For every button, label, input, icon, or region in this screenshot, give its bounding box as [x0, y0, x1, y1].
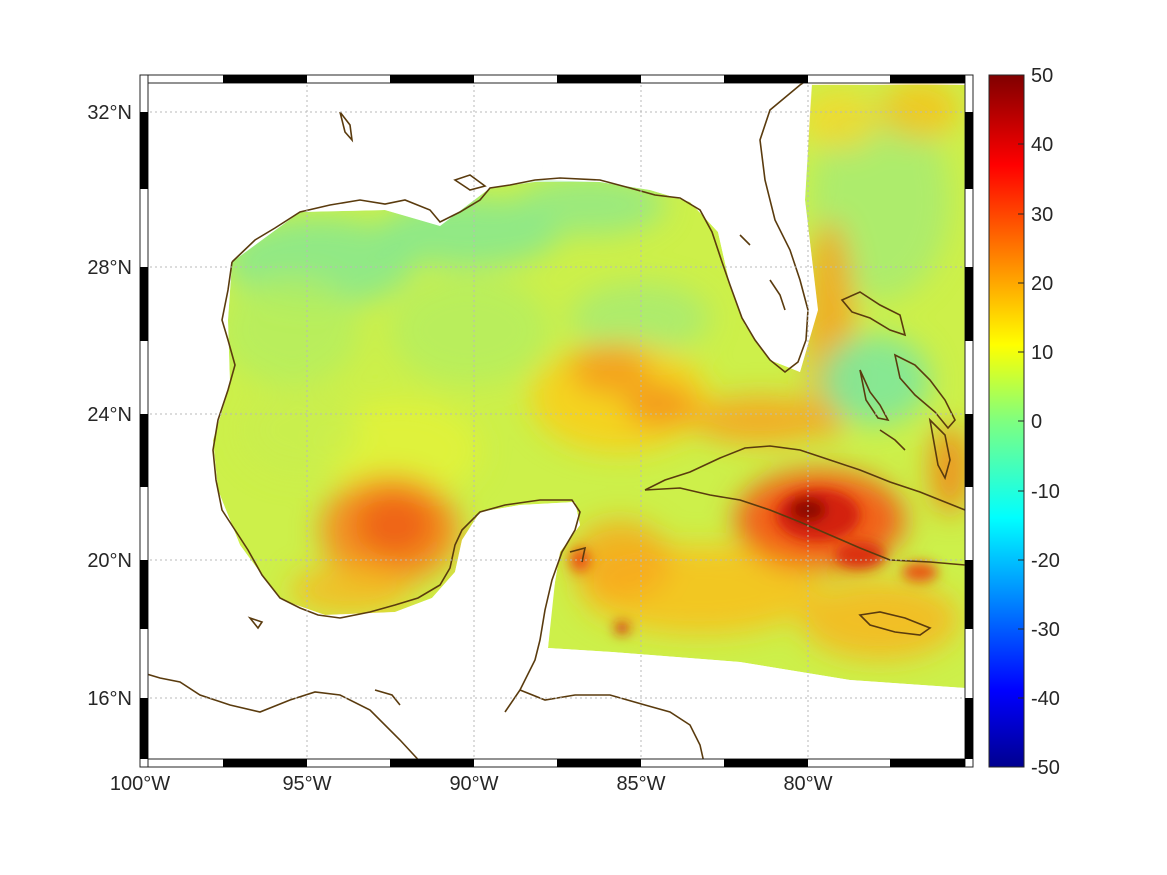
- lat-label: 16°N: [87, 688, 132, 710]
- graticule: [140, 75, 973, 767]
- colorbar-label: -30: [1031, 619, 1060, 641]
- lon-label: 95°W: [282, 773, 331, 795]
- colorbar-label: 40: [1031, 134, 1053, 156]
- colorbar-label: 50: [1031, 65, 1053, 87]
- map-area: 32°N 28°N 24°N 20°N 16°N 100°W 95°W 90°W…: [87, 74, 974, 795]
- lat-label: 24°N: [87, 404, 132, 426]
- lon-label: 100°W: [110, 773, 170, 795]
- map-frame: [139, 74, 974, 768]
- coastlines: [140, 75, 966, 767]
- colorbar-label: 20: [1031, 273, 1053, 295]
- mexico-land: [140, 470, 580, 767]
- colorbar-label: 0: [1031, 411, 1042, 433]
- colorbar-label: -50: [1031, 757, 1060, 779]
- lat-label: 32°N: [87, 102, 132, 124]
- south-blank: [540, 648, 973, 767]
- latitude-labels: 32°N 28°N 24°N 20°N 16°N: [87, 102, 132, 710]
- colorbar-label: -10: [1031, 481, 1060, 503]
- lon-label: 90°W: [449, 773, 498, 795]
- longitude-labels: 100°W 95°W 90°W 85°W 80°W: [110, 773, 833, 795]
- colorbar-label: -20: [1031, 550, 1060, 572]
- lat-label: 28°N: [87, 257, 132, 279]
- colorbar: 50 40 30 20 10 0 -10 -20 -30 -40 -50: [988, 65, 1060, 779]
- lon-label: 80°W: [783, 773, 832, 795]
- colorbar-labels: 50 40 30 20 10 0 -10 -20 -30 -40 -50: [1031, 65, 1060, 779]
- colorbar-label: -40: [1031, 688, 1060, 710]
- lon-label: 85°W: [616, 773, 665, 795]
- lat-label: 20°N: [87, 550, 132, 572]
- us-gulf-land: [140, 75, 560, 490]
- data-field: [140, 75, 973, 767]
- colorbar-label: 30: [1031, 204, 1053, 226]
- colorbar-label: 10: [1031, 342, 1053, 364]
- florida-land: [540, 75, 818, 372]
